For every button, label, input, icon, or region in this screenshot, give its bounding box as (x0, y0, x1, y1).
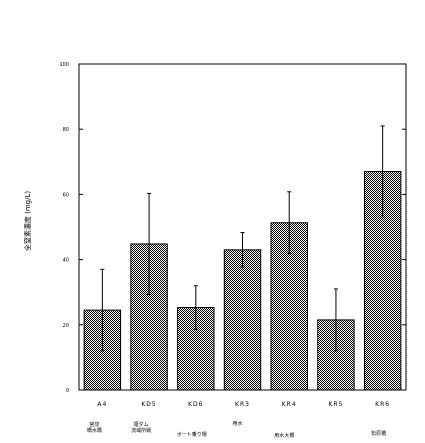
location-label: 用水大橋 (274, 432, 294, 439)
x-tick-label-A4: A4 (97, 401, 107, 408)
bars (83, 171, 402, 391)
location-label: 松原橋 (371, 430, 386, 437)
y-tick-label: 0 (66, 388, 69, 394)
y-axis-label: 全窒素濃度 (mg/L) (23, 191, 32, 251)
y-tick-label: 40 (63, 258, 69, 264)
x-tick-label-KD6: KD6 (188, 401, 203, 408)
y-tick-label: 80 (63, 127, 69, 133)
y-tick-label: 60 (63, 192, 69, 198)
y-tick-label: 20 (63, 323, 69, 329)
x-tick-label-KR4: KR4 (282, 401, 297, 408)
error-bars (100, 125, 385, 352)
x-tick-label-KR5: KR5 (328, 401, 343, 408)
x-tick-label-KD5: KD5 (141, 401, 156, 408)
x-tick-label-KR3: KR3 (235, 401, 250, 408)
location-label: 橋水橋 (87, 427, 102, 434)
location-label: 流域所戦 (131, 427, 151, 434)
x-axis-labels: A4 KD5 KD6 KR3 KR4 KR5 KR6 (97, 401, 390, 408)
location-label: 宮窪 (89, 421, 99, 428)
bar-KR3 (223, 249, 262, 391)
x-tick-label-KR6: KR6 (375, 401, 390, 408)
location-label: 用水 (232, 420, 242, 427)
location-label: ボート乗り場 (177, 431, 207, 438)
y-tick-label: 100 (59, 62, 69, 68)
location-label: 堰ダム (134, 421, 149, 428)
